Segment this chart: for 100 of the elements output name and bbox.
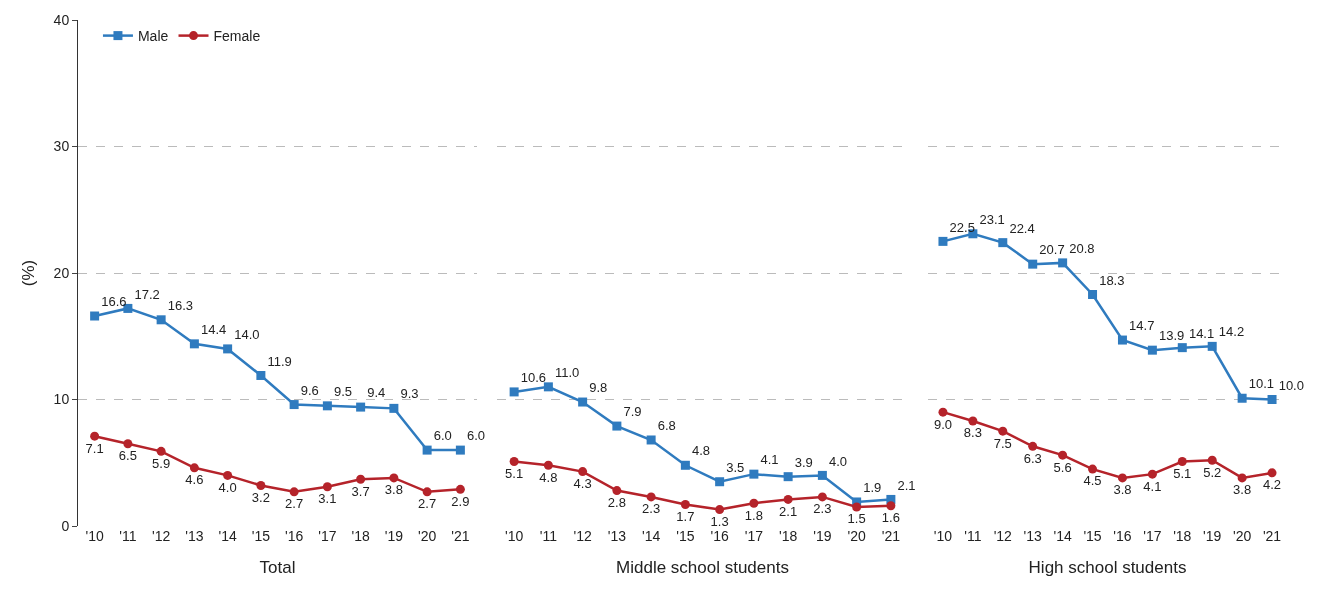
x-tick-label: '10	[85, 528, 104, 544]
data-label: 6.3	[1023, 450, 1042, 466]
point	[1177, 456, 1187, 466]
point	[817, 470, 827, 480]
point	[509, 456, 519, 466]
point	[455, 445, 465, 455]
data-label: 14.1	[1188, 325, 1215, 341]
data-label: 4.6	[185, 472, 204, 488]
data-label: 4.8	[539, 469, 558, 485]
point	[356, 474, 366, 484]
point	[1237, 473, 1247, 483]
data-label: 5.1	[505, 465, 524, 481]
point	[612, 421, 622, 431]
point	[389, 403, 399, 413]
data-label: 7.9	[623, 404, 642, 420]
point	[749, 469, 759, 479]
data-label: 18.3	[1099, 272, 1125, 288]
data-label: 22.4	[1009, 220, 1035, 236]
data-label: 3.1	[318, 491, 337, 507]
point	[1028, 259, 1038, 269]
point	[646, 435, 656, 445]
point	[852, 502, 862, 512]
point	[1058, 450, 1068, 460]
point	[189, 463, 199, 473]
point	[289, 400, 299, 410]
legend-label: Female	[213, 28, 261, 45]
point	[998, 238, 1008, 248]
point	[715, 477, 725, 487]
data-label: 11.0	[555, 364, 580, 380]
data-label: 8.3	[963, 425, 982, 441]
data-label: 3.2	[251, 489, 270, 505]
data-label: 2.3	[813, 501, 832, 517]
data-label: 6.0	[467, 428, 486, 444]
point	[680, 460, 690, 470]
data-label: 4.3	[573, 475, 592, 491]
data-label: 2.1	[779, 503, 798, 519]
data-label: 7.1	[85, 440, 104, 456]
x-tick-label: '20	[418, 528, 437, 544]
x-tick-label: '16	[285, 528, 304, 544]
point	[612, 486, 622, 496]
y-tick-label: 20	[53, 264, 70, 281]
x-tick-label: '18	[351, 528, 370, 544]
point	[646, 492, 656, 502]
data-label: 3.8	[384, 482, 403, 498]
point	[422, 487, 432, 497]
data-label: 9.8	[589, 380, 608, 396]
x-tick-label: '21	[881, 528, 901, 544]
data-label: 5.2	[1203, 464, 1222, 480]
point	[455, 484, 465, 494]
point	[123, 439, 133, 449]
data-label: 5.9	[152, 455, 171, 471]
point	[1267, 468, 1277, 478]
point	[1267, 395, 1277, 404]
point	[1117, 335, 1127, 345]
point	[356, 402, 366, 412]
point	[1237, 393, 1247, 403]
data-label: 1.8	[744, 507, 763, 523]
x-tick-label: '14	[1053, 528, 1072, 544]
point	[289, 487, 299, 497]
point	[938, 407, 948, 417]
data-label: 10.6	[520, 370, 547, 386]
data-label: 16.6	[101, 294, 127, 310]
point	[1207, 455, 1217, 465]
y-tick-label: 10	[53, 391, 70, 408]
x-tick-label: '14	[642, 528, 661, 544]
data-label: 3.8	[1113, 482, 1132, 498]
point	[1088, 290, 1098, 300]
data-label: 3.8	[1233, 482, 1252, 498]
x-tick-label: '12	[993, 528, 1013, 544]
x-tick-label: '17	[318, 528, 337, 544]
data-label: 4.1	[1143, 478, 1162, 494]
data-label: 4.0	[218, 479, 237, 495]
x-tick-label: '17	[1143, 528, 1162, 544]
data-label: 10.1	[1248, 376, 1275, 392]
x-tick-label: '11	[964, 528, 982, 544]
point	[389, 473, 399, 483]
data-label: 2.8	[607, 494, 626, 510]
point	[90, 311, 100, 321]
x-tick-label: '13	[607, 528, 627, 544]
point	[578, 397, 588, 407]
data-label: 7.5	[993, 435, 1012, 451]
data-label: 9.0	[933, 416, 952, 432]
x-tick-label: '11	[119, 528, 137, 544]
data-label: 14.4	[201, 321, 227, 337]
data-label: 6.0	[433, 428, 452, 444]
point	[1177, 343, 1187, 353]
point	[886, 501, 896, 511]
data-label: 14.0	[234, 327, 260, 343]
point	[783, 472, 793, 482]
data-label: 13.9	[1159, 328, 1185, 344]
point	[1058, 258, 1068, 268]
data-label: 1.9	[863, 480, 882, 496]
x-tick-label: '19	[1203, 528, 1222, 544]
x-tick-label: '15	[1083, 528, 1102, 544]
point	[817, 492, 827, 502]
point	[1207, 341, 1217, 351]
x-tick-label: '21	[1262, 528, 1282, 544]
point	[783, 494, 793, 504]
data-label: 4.0	[829, 453, 848, 469]
x-tick-label: '14	[218, 528, 237, 544]
